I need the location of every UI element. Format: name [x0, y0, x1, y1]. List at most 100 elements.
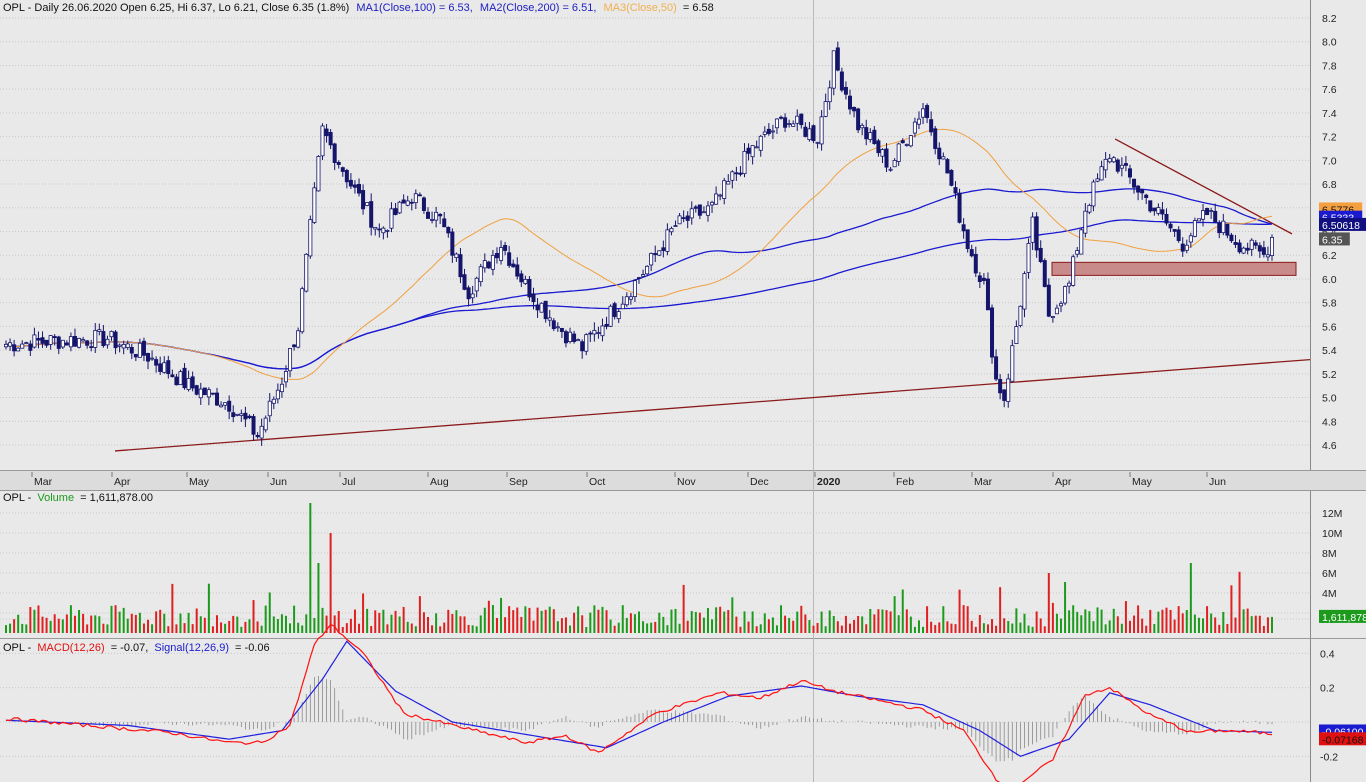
volume-bar: [1137, 605, 1140, 633]
volume-bar: [727, 610, 730, 633]
volume-bar: [220, 622, 223, 633]
support-zone[interactable]: [1051, 261, 1297, 276]
candle-body: [198, 388, 203, 399]
volume-bar: [394, 610, 397, 633]
month-label: Apr: [1055, 476, 1072, 488]
volume-bar: [881, 609, 884, 633]
candle-body: [1063, 286, 1068, 304]
volume-bar: [25, 624, 28, 633]
candle-body: [1010, 345, 1015, 382]
candle-body: [365, 202, 370, 206]
ticker-info: OPL - Daily 26.06.2020 Open 6.25, Hi 6.3…: [3, 2, 349, 14]
volume-bar: [577, 606, 580, 633]
volume-bar: [1230, 585, 1233, 633]
volume-bar: [853, 619, 856, 633]
volume-bar: [763, 613, 766, 633]
candle-body: [1172, 229, 1177, 232]
candle-body: [1160, 209, 1165, 215]
candle-body: [239, 413, 244, 416]
candle-body: [653, 253, 658, 256]
volume-bar: [78, 610, 81, 633]
volume-bar: [642, 621, 645, 633]
candle-body: [1233, 242, 1238, 245]
volume-bar: [293, 605, 296, 633]
volume-bar: [1011, 623, 1014, 633]
candle-body: [543, 300, 548, 320]
volume-bar: [211, 626, 214, 633]
volume-bar: [1112, 608, 1115, 633]
candle-body: [1257, 245, 1262, 252]
macd-label: MACD(12,26): [37, 642, 104, 654]
volume-bar: [593, 605, 596, 633]
volume-bar: [954, 624, 957, 633]
volume-bar: [370, 626, 373, 633]
candle-body: [1249, 239, 1254, 250]
ma3-value: = 6.58: [683, 2, 714, 14]
volume-bar: [1104, 624, 1107, 633]
volume-tick-label: 4M: [1322, 588, 1337, 600]
price-tick-label: 5.4: [1322, 345, 1337, 357]
candle-body: [113, 331, 118, 349]
volume-bar: [999, 587, 1002, 633]
month-label: Mar: [974, 476, 993, 488]
candle-body: [16, 347, 21, 352]
candle-body: [880, 149, 885, 157]
volume-bar: [1133, 615, 1136, 633]
candle-body: [685, 215, 690, 221]
volume-bar: [147, 619, 150, 633]
candle-body: [592, 330, 597, 335]
volume-bar: [909, 616, 912, 633]
volume-bar: [378, 612, 381, 633]
volume-bar: [203, 617, 206, 633]
price-tick-label: 6.0: [1322, 274, 1337, 286]
candle-body: [1059, 303, 1064, 307]
volume-bar: [1210, 613, 1213, 633]
candle-body: [304, 253, 309, 292]
candle-body: [714, 193, 719, 205]
candle-body: [1205, 208, 1210, 216]
candle-body: [146, 353, 151, 362]
candle-body: [1176, 229, 1181, 242]
candle-body: [807, 128, 812, 141]
candle-body: [182, 367, 187, 389]
macd-tick-label: 0.4: [1320, 648, 1335, 660]
candle-body: [312, 187, 317, 223]
volume-bar: [325, 615, 328, 633]
candle-body: [835, 47, 840, 71]
volume-bar: [828, 610, 831, 633]
candle-body: [527, 279, 532, 298]
candle-body: [109, 330, 114, 338]
price-tick-label: 7.2: [1322, 132, 1337, 144]
candle-body: [1111, 157, 1116, 163]
candle-body: [255, 434, 260, 438]
candle-body: [52, 336, 57, 339]
volume-bar: [556, 621, 559, 633]
price-tick-label: 7.8: [1322, 60, 1337, 72]
candle-body: [133, 353, 138, 358]
volume-bar: [1019, 622, 1022, 633]
volume-bar: [1271, 616, 1273, 633]
macd-tick-label: -0.2: [1320, 751, 1338, 763]
volume-bar: [98, 616, 101, 633]
candle-body: [8, 342, 13, 347]
volume-bar: [1043, 626, 1046, 633]
candle-body: [24, 342, 29, 344]
volume-bar: [840, 625, 843, 633]
candle-body: [912, 121, 917, 134]
volume-bar: [715, 607, 718, 633]
candle-body: [85, 340, 90, 346]
volume-bar: [719, 606, 722, 633]
volume-bar: [422, 612, 425, 633]
candle-body: [519, 273, 524, 283]
volume-bar: [431, 625, 434, 633]
volume-bar: [1064, 581, 1067, 633]
candle-body: [568, 331, 573, 342]
volume-tick-label: 8M: [1322, 548, 1337, 560]
candle-body: [1188, 235, 1193, 243]
volume-bar: [861, 616, 864, 633]
volume-bar: [471, 625, 474, 633]
candle-body: [1270, 237, 1275, 257]
volume-bar: [309, 503, 312, 633]
candle-body: [998, 378, 1003, 394]
